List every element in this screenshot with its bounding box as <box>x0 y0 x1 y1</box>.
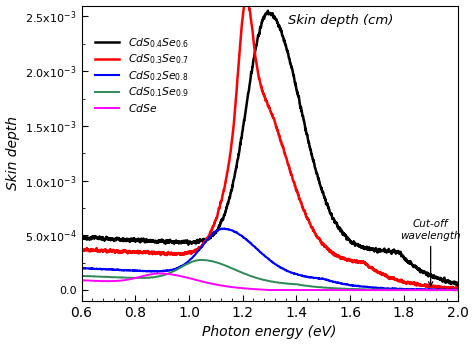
$CdS_{0.3}Se_{0.7}$ <box>223 179 228 184</box>
$CdSe$ <box>223 284 228 288</box>
Line: $CdS_{0.3}Se_{0.7}$: $CdS_{0.3}Se_{0.7}$ <box>82 0 457 290</box>
$CdS_{0.2}Se_{0.8}$ <box>239 234 245 238</box>
$CdSe$ <box>455 288 460 292</box>
$CdS_{0.4}Se_{0.6}$ <box>265 9 271 13</box>
$CdS_{0.2}Se_{0.8}$ <box>122 268 128 273</box>
$CdS_{0.2}Se_{0.8}$ <box>144 269 150 273</box>
$CdS_{0.1}Se_{0.9}$ <box>223 264 228 268</box>
$CdS_{0.2}Se_{0.8}$ <box>451 288 456 292</box>
$CdS_{0.4}Se_{0.6}$ <box>407 261 412 265</box>
Y-axis label: Skin depth: Skin depth <box>6 116 19 190</box>
$CdS_{0.3}Se_{0.7}$ <box>244 0 249 1</box>
$CdS_{0.2}Se_{0.8}$ <box>79 275 84 279</box>
$CdS_{0.4}Se_{0.6}$ <box>447 279 453 284</box>
$CdS_{0.2}Se_{0.8}$ <box>221 227 227 231</box>
Line: $CdSe$: $CdSe$ <box>82 274 457 290</box>
$CdS_{0.4}Se_{0.6}$ <box>122 238 128 242</box>
$CdS_{0.2}Se_{0.8}$ <box>407 287 412 292</box>
$CdS_{0.3}Se_{0.7}$ <box>122 249 128 254</box>
$CdS_{0.1}Se_{0.9}$ <box>239 270 245 275</box>
$CdS_{0.2}Se_{0.8}$ <box>223 227 228 231</box>
X-axis label: Photon energy (eV): Photon energy (eV) <box>202 325 337 339</box>
$CdS_{0.3}Se_{0.7}$ <box>455 287 460 291</box>
$CdSe$ <box>447 288 453 292</box>
Legend: $CdS_{0.4}Se_{0.6}$, $CdS_{0.3}Se_{0.7}$, $CdS_{0.2}Se_{0.8}$, $CdS_{0.1}Se_{0.9: $CdS_{0.4}Se_{0.6}$, $CdS_{0.3}Se_{0.7}$… <box>91 32 193 118</box>
$CdS_{0.4}Se_{0.6}$ <box>144 239 150 243</box>
Text: Skin depth (cm): Skin depth (cm) <box>288 14 394 27</box>
$CdS_{0.1}Se_{0.9}$ <box>407 288 412 292</box>
$CdS_{0.1}Se_{0.9}$ <box>445 288 451 292</box>
$CdSe$ <box>144 273 150 277</box>
$CdSe$ <box>157 272 163 276</box>
$CdS_{0.4}Se_{0.6}$ <box>239 132 245 136</box>
$CdSe$ <box>79 282 84 286</box>
$CdS_{0.1}Se_{0.9}$ <box>198 258 204 262</box>
$CdS_{0.1}Se_{0.9}$ <box>144 276 150 280</box>
$CdSe$ <box>122 278 128 282</box>
$CdSe$ <box>239 286 245 290</box>
Line: $CdS_{0.2}Se_{0.8}$: $CdS_{0.2}Se_{0.8}$ <box>82 229 457 290</box>
Line: $CdS_{0.4}Se_{0.6}$: $CdS_{0.4}Se_{0.6}$ <box>82 11 457 287</box>
$CdS_{0.4}Se_{0.6}$ <box>79 255 84 259</box>
Text: Cut-off
wavelength: Cut-off wavelength <box>401 219 461 286</box>
$CdS_{0.3}Se_{0.7}$ <box>407 282 412 286</box>
$CdS_{0.1}Se_{0.9}$ <box>79 279 84 284</box>
$CdSe$ <box>426 288 431 292</box>
$CdS_{0.1}Se_{0.9}$ <box>447 288 453 292</box>
$CdS_{0.4}Se_{0.6}$ <box>455 285 460 289</box>
$CdS_{0.3}Se_{0.7}$ <box>79 263 84 267</box>
$CdS_{0.1}Se_{0.9}$ <box>455 288 460 292</box>
$CdSe$ <box>407 288 412 292</box>
$CdS_{0.1}Se_{0.9}$ <box>122 276 128 280</box>
Line: $CdS_{0.1}Se_{0.9}$: $CdS_{0.1}Se_{0.9}$ <box>82 260 457 290</box>
$CdS_{0.4}Se_{0.6}$ <box>223 209 228 213</box>
$CdS_{0.3}Se_{0.7}$ <box>144 251 150 255</box>
$CdS_{0.2}Se_{0.8}$ <box>447 288 453 292</box>
$CdS_{0.3}Se_{0.7}$ <box>447 286 453 290</box>
$CdS_{0.3}Se_{0.7}$ <box>239 21 245 25</box>
$CdS_{0.3}Se_{0.7}$ <box>452 288 458 292</box>
$CdS_{0.2}Se_{0.8}$ <box>455 288 460 292</box>
